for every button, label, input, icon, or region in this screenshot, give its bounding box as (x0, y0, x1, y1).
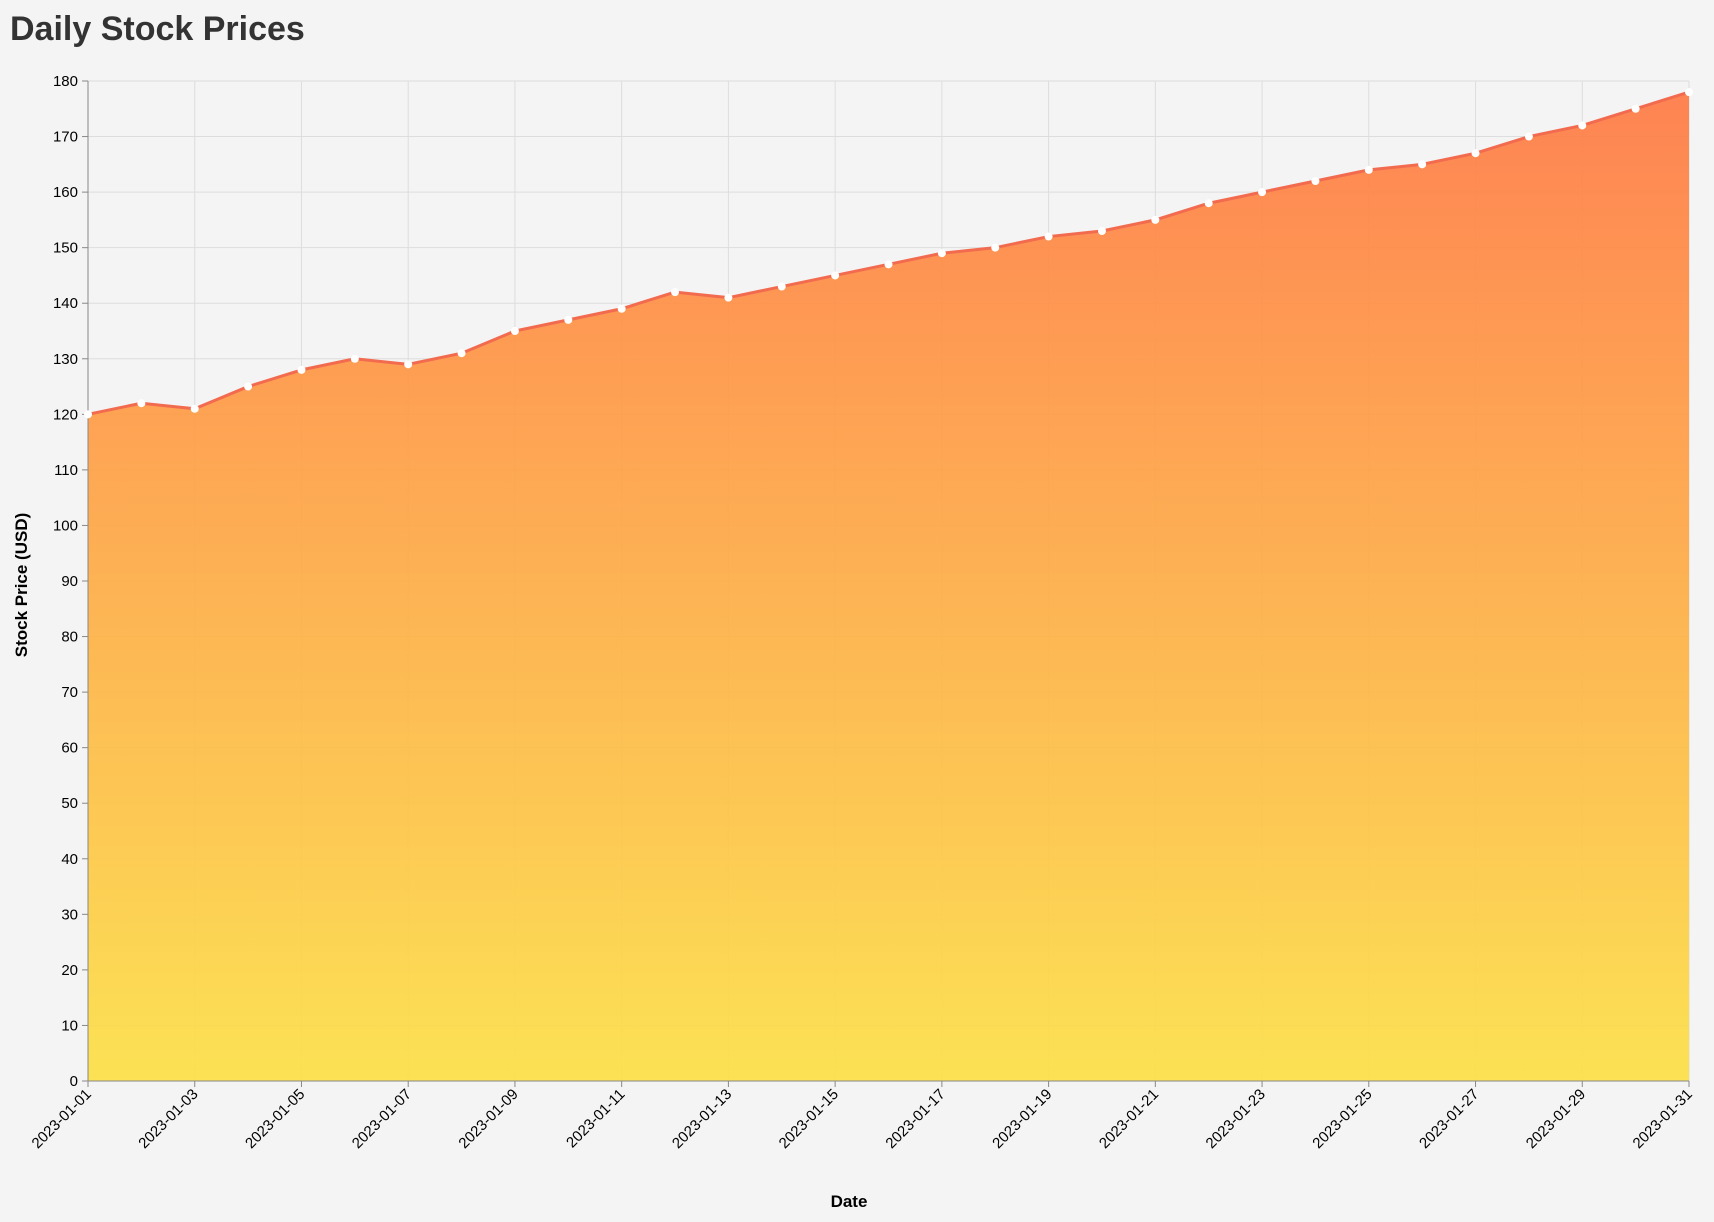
data-point (1044, 232, 1053, 241)
y-axis-title: Stock Price (USD) (12, 513, 31, 658)
data-point (244, 382, 253, 391)
y-tick-label: 50 (61, 795, 78, 812)
x-tick-label: 2023-01-17 (882, 1086, 948, 1152)
data-point (884, 260, 893, 269)
data-point (937, 249, 946, 258)
y-tick-label: 20 (61, 962, 78, 979)
data-point (831, 271, 840, 280)
x-tick-label: 2023-01-07 (349, 1086, 415, 1152)
y-tick-label: 70 (61, 684, 78, 701)
area-fill (88, 92, 1689, 1082)
data-point (1524, 132, 1533, 141)
points-layer (84, 88, 1693, 419)
x-tick-label: 2023-01-11 (563, 1086, 628, 1151)
y-tick-label: 100 (53, 517, 78, 534)
x-tick-label: 2023-01-19 (989, 1086, 1055, 1152)
y-tick-label: 150 (53, 240, 78, 257)
x-tick-label: 2023-01-23 (1203, 1086, 1269, 1152)
data-point (350, 354, 359, 363)
y-tick-label: 180 (53, 73, 78, 90)
x-tick-label: 2023-01-05 (242, 1086, 308, 1152)
y-tick-label: 40 (61, 851, 78, 868)
y-tick-label: 10 (61, 1017, 78, 1034)
data-point (1418, 160, 1427, 169)
data-point (190, 404, 199, 413)
x-tick-label: 2023-01-31 (1630, 1086, 1696, 1152)
y-tick-label: 170 (53, 129, 78, 146)
data-point (1685, 88, 1693, 97)
x-tick-label: 2023-01-01 (29, 1086, 95, 1152)
y-tick-label: 120 (53, 406, 78, 423)
data-point (564, 315, 573, 324)
area-layer (87, 90, 1690, 1082)
data-point (1097, 227, 1106, 235)
data-point (617, 304, 626, 313)
x-tick-label: 2023-01-21 (1096, 1086, 1162, 1152)
x-tick-label: 2023-01-03 (135, 1086, 201, 1152)
data-point (1578, 121, 1587, 130)
data-point (457, 349, 466, 358)
y-tick-label: 130 (53, 351, 78, 368)
data-point (1151, 215, 1160, 224)
data-point (991, 243, 1000, 252)
data-point (1311, 177, 1320, 185)
data-point (1471, 149, 1480, 158)
x-tick-label: 2023-01-09 (455, 1086, 521, 1152)
data-point (724, 293, 733, 302)
data-point (510, 327, 519, 335)
data-point (84, 410, 92, 419)
y-tick-label: 30 (61, 906, 78, 923)
x-tick-label: 2023-01-15 (776, 1086, 842, 1152)
x-tick-label: 2023-01-29 (1523, 1086, 1589, 1152)
chart-title: Daily Stock Prices (10, 10, 305, 48)
x-tick-label: 2023-01-25 (1309, 1086, 1375, 1152)
x-tick-label: 2023-01-27 (1416, 1086, 1482, 1152)
data-point (777, 282, 786, 291)
data-point (1258, 188, 1267, 197)
data-point (404, 360, 413, 369)
data-point (1204, 199, 1213, 208)
data-point (297, 365, 306, 374)
data-point (137, 399, 146, 408)
y-tick-label: 160 (53, 184, 78, 201)
data-point (1631, 104, 1640, 113)
y-tick-label: 140 (53, 295, 78, 312)
data-point (1364, 165, 1373, 174)
x-tick-label: 2023-01-13 (669, 1086, 735, 1152)
data-point (671, 288, 680, 297)
y-tick-label: 60 (61, 740, 78, 757)
y-tick-label: 110 (54, 462, 78, 479)
y-tick-label: 90 (61, 573, 78, 590)
x-axis-title: Date (831, 1192, 868, 1211)
y-tick-label: 80 (61, 629, 78, 646)
y-tick-label: 0 (70, 1073, 78, 1090)
